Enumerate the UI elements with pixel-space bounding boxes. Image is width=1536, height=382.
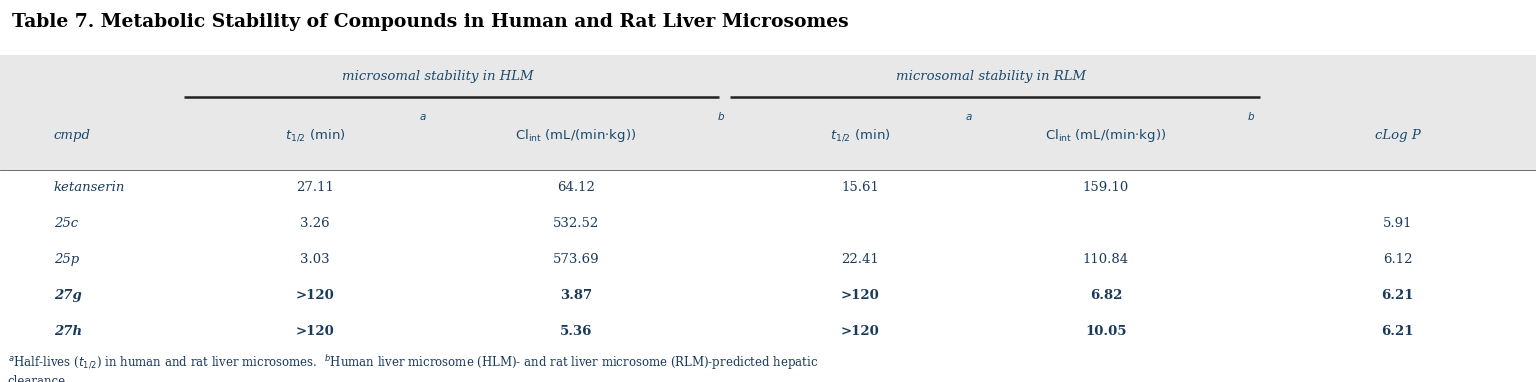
Text: 3.87: 3.87: [561, 289, 591, 302]
Text: ketanserin: ketanserin: [54, 181, 124, 194]
Text: clearance.: clearance.: [8, 375, 69, 382]
Text: 6.21: 6.21: [1381, 289, 1415, 302]
Text: $b$: $b$: [1247, 110, 1255, 122]
Text: $^a$Half-lives ($t_{1/2}$) in human and rat liver microsomes.  $^b$Human liver m: $^a$Half-lives ($t_{1/2}$) in human and …: [8, 353, 819, 372]
Text: 25p: 25p: [54, 253, 78, 266]
Text: 27h: 27h: [54, 325, 81, 338]
Text: >120: >120: [295, 289, 335, 302]
Text: microsomal stability in HLM: microsomal stability in HLM: [343, 70, 533, 83]
Text: Table 7. Metabolic Stability of Compounds in Human and Rat Liver Microsomes: Table 7. Metabolic Stability of Compound…: [12, 13, 849, 31]
Text: 5.36: 5.36: [559, 325, 593, 338]
Text: $a$: $a$: [419, 112, 427, 122]
Text: $t_{1/2}$ $(\mathrm{min})$: $t_{1/2}$ $(\mathrm{min})$: [829, 128, 891, 144]
Text: $b$: $b$: [717, 110, 725, 122]
Bar: [0, 55, 1536, 170]
Text: cmpd: cmpd: [54, 129, 91, 142]
Text: 6.21: 6.21: [1381, 325, 1415, 338]
Text: cLog P: cLog P: [1375, 129, 1421, 142]
Text: 64.12: 64.12: [558, 181, 594, 194]
Text: >120: >120: [840, 325, 880, 338]
Text: 6.12: 6.12: [1382, 253, 1413, 266]
Text: $\mathrm{Cl_{int}}$ $(\mathrm{mL/(min{\cdot}kg)})$: $\mathrm{Cl_{int}}$ $(\mathrm{mL/(min{\c…: [1046, 127, 1166, 144]
Text: 3.03: 3.03: [300, 253, 330, 266]
Text: 22.41: 22.41: [842, 253, 879, 266]
Text: 25c: 25c: [54, 217, 78, 230]
Text: 532.52: 532.52: [553, 217, 599, 230]
Text: 27.11: 27.11: [296, 181, 333, 194]
Text: >120: >120: [295, 325, 335, 338]
Text: $a$: $a$: [965, 112, 972, 122]
Text: microsomal stability in RLM: microsomal stability in RLM: [895, 70, 1086, 83]
Text: 5.91: 5.91: [1382, 217, 1413, 230]
Text: $t_{1/2}$ $(\mathrm{min})$: $t_{1/2}$ $(\mathrm{min})$: [284, 128, 346, 144]
Text: 6.82: 6.82: [1089, 289, 1123, 302]
Text: 10.05: 10.05: [1084, 325, 1127, 338]
Text: 15.61: 15.61: [842, 181, 879, 194]
Text: $\mathrm{Cl_{int}}$ $(\mathrm{mL/(min{\cdot}kg)})$: $\mathrm{Cl_{int}}$ $(\mathrm{mL/(min{\c…: [516, 127, 636, 144]
Text: >120: >120: [840, 289, 880, 302]
Text: 3.26: 3.26: [300, 217, 330, 230]
Text: 27g: 27g: [54, 289, 81, 302]
Text: 159.10: 159.10: [1083, 181, 1129, 194]
Text: 573.69: 573.69: [553, 253, 599, 266]
Text: 110.84: 110.84: [1083, 253, 1129, 266]
